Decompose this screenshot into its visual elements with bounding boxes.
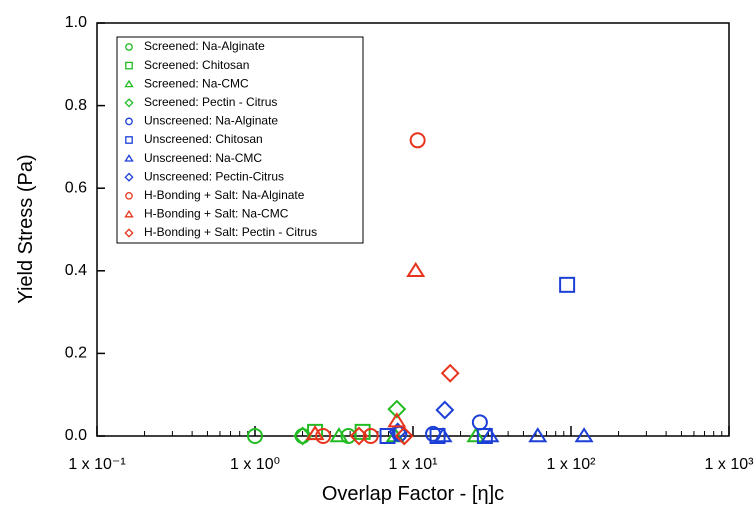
legend-label: H-Bonding + Salt: Na-CMC [144,207,289,221]
legend-label: H-Bonding + Salt: Pectin - Citrus [144,225,317,239]
legend-label: Unscreened: Na-Alginate [144,114,278,128]
data-point [247,428,263,444]
data-point [466,427,486,443]
data-point [315,428,332,444]
data-point [476,428,493,444]
y-tick-label: 0.4 [65,262,87,279]
y-tick-label: 0.6 [65,179,87,196]
data-point [349,426,369,446]
legend-label: Unscreened: Pectin-Citrus [144,169,284,183]
data-point [574,427,594,443]
legend-marker [124,98,134,108]
legend-marker [124,209,134,218]
x-tick-label: 1 x 10¹ [389,456,438,473]
data-point [329,427,349,443]
data-point [387,412,407,428]
legend-marker [124,79,134,88]
y-axis-label: Yield Stress (Pa) [15,154,37,303]
y-tick-label: 0.2 [65,345,87,362]
data-point [440,363,460,383]
y-tick-label: 0.0 [65,427,87,444]
legend-label: Screened: Pectin - Citrus [144,95,277,109]
data-point [362,428,379,444]
data-point [293,426,313,446]
data-point [305,425,325,441]
x-tick-label: 1 x 10³ [705,456,755,473]
x-tick-label: 1 x 10⁰ [230,456,280,473]
legend-marker [124,172,134,182]
data-point [480,427,500,443]
legend-label: Screened: Na-Alginate [144,39,265,53]
legend-marker [124,228,134,238]
data-point [387,399,407,419]
data-point [528,427,548,443]
legend-label: Unscreened: Na-CMC [144,151,262,165]
x-tick-label: 1 x 10² [547,456,597,473]
data-point [429,428,446,444]
data-point [471,414,488,431]
legend-label: Screened: Na-CMC [144,76,249,90]
legend-marker [125,43,133,51]
legend-label: Screened: Chitosan [144,58,249,72]
legend-label: H-Bonding + Salt: Na-Alginate [144,188,305,202]
legend-label: Unscreened: Chitosan [144,132,263,146]
legend-marker [125,61,133,70]
y-tick-label: 0.8 [65,97,87,114]
legend-marker [125,191,133,200]
y-tick-label: 1.0 [65,14,87,31]
legend-marker [125,136,133,144]
legend-box [116,36,364,244]
x-tick-label: 1 x 10⁻¹ [68,456,125,473]
x-axis-label: Overlap Factor - [η]c [322,483,504,505]
legend-marker [124,154,134,162]
data-point [559,276,576,293]
data-point [433,427,453,443]
legend-marker [125,117,133,126]
data-point [409,132,426,149]
data-point [435,400,455,420]
data-point [394,426,414,446]
data-point [406,261,426,278]
